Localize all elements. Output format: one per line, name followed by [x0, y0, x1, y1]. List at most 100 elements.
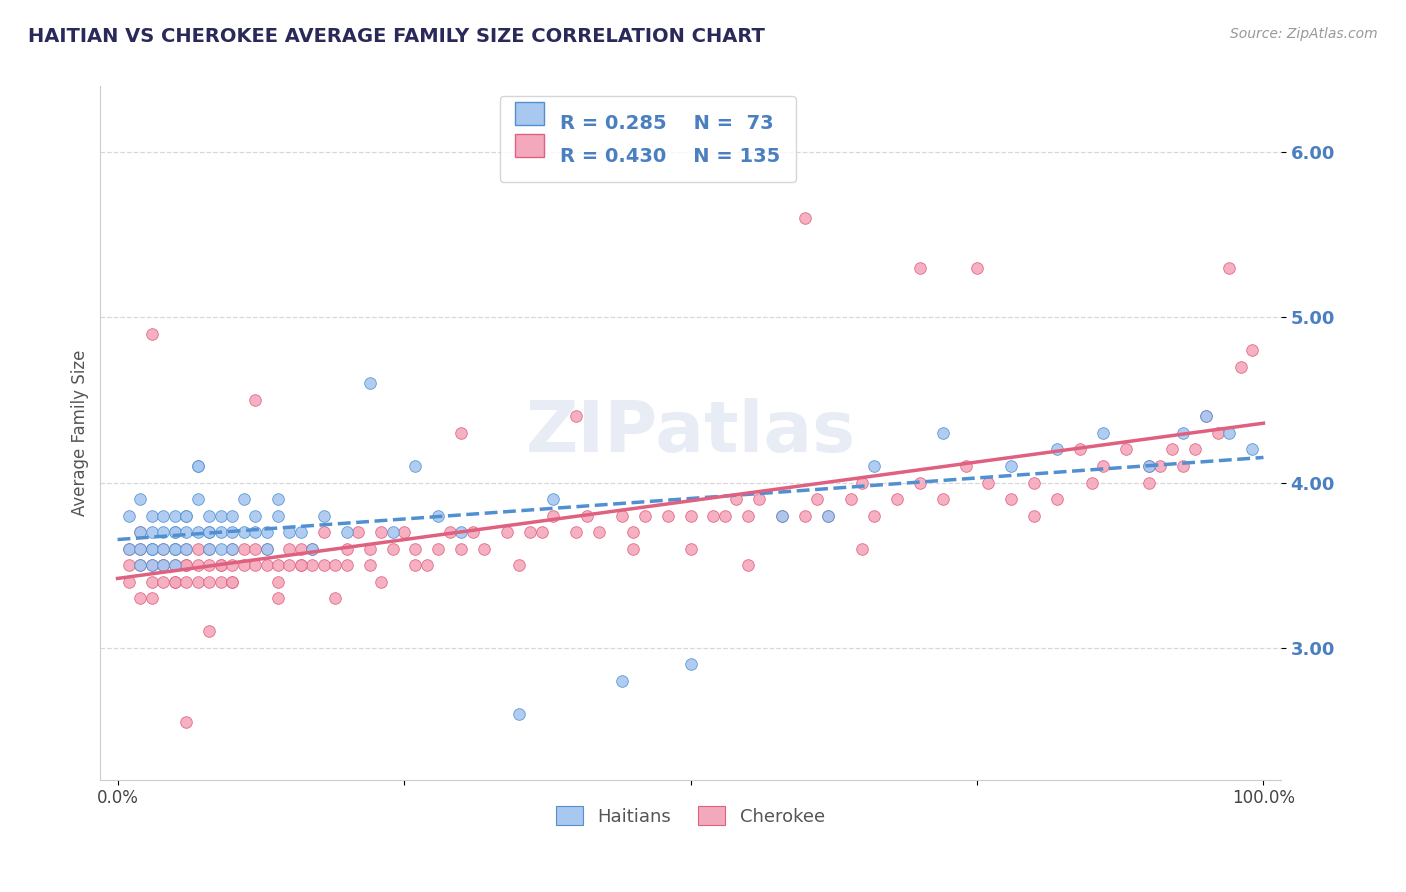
Point — [405, 541, 427, 556]
Point — [1000, 491, 1022, 506]
Point — [118, 508, 141, 523]
Point — [256, 558, 278, 572]
Point — [1149, 458, 1171, 473]
Point — [621, 541, 644, 556]
Point — [187, 574, 209, 589]
Point — [187, 491, 209, 506]
Point — [450, 541, 472, 556]
Point — [152, 574, 174, 589]
Point — [118, 541, 141, 556]
Point — [657, 508, 679, 523]
Point — [1137, 475, 1160, 490]
Point — [163, 574, 186, 589]
Point — [129, 541, 152, 556]
Point — [209, 574, 232, 589]
Point — [141, 541, 163, 556]
Point — [1240, 343, 1263, 358]
Point — [129, 558, 152, 572]
Point — [209, 541, 232, 556]
Point — [129, 558, 152, 572]
Point — [955, 458, 977, 473]
Point — [737, 508, 759, 523]
Point — [209, 508, 232, 523]
Point — [243, 392, 266, 407]
Point — [221, 541, 243, 556]
Point — [152, 558, 174, 572]
Point — [198, 541, 221, 556]
Point — [267, 591, 290, 605]
Point — [359, 376, 381, 391]
Point — [152, 541, 174, 556]
Point — [931, 491, 953, 506]
Point — [508, 558, 530, 572]
Point — [187, 558, 209, 572]
Point — [141, 558, 163, 572]
Point — [141, 558, 163, 572]
Point — [198, 524, 221, 539]
Point — [370, 574, 392, 589]
Point — [221, 541, 243, 556]
Point — [152, 558, 174, 572]
Point — [794, 508, 817, 523]
Point — [336, 558, 359, 572]
Point — [243, 541, 266, 556]
Point — [1160, 442, 1182, 457]
Point — [336, 541, 359, 556]
Point — [770, 508, 793, 523]
Point — [152, 524, 174, 539]
Point — [450, 425, 472, 440]
Point — [1046, 442, 1069, 457]
Point — [886, 491, 908, 506]
Point — [176, 558, 198, 572]
Point — [221, 574, 243, 589]
Point — [1115, 442, 1137, 457]
Point — [508, 706, 530, 721]
Point — [908, 260, 931, 275]
Point — [312, 524, 335, 539]
Point — [977, 475, 1000, 490]
Point — [290, 558, 312, 572]
Point — [621, 524, 644, 539]
Point — [679, 541, 702, 556]
Point — [187, 458, 209, 473]
Point — [209, 524, 232, 539]
Point — [519, 524, 541, 539]
Point — [817, 508, 839, 523]
Point — [541, 491, 564, 506]
Point — [610, 673, 633, 688]
Point — [817, 508, 839, 523]
Point — [1024, 508, 1046, 523]
Point — [839, 491, 862, 506]
Point — [634, 508, 657, 523]
Point — [1229, 359, 1251, 374]
Point — [1137, 458, 1160, 473]
Point — [221, 524, 243, 539]
Point — [496, 524, 519, 539]
Point — [152, 558, 174, 572]
Point — [163, 558, 186, 572]
Point — [187, 524, 209, 539]
Point — [176, 558, 198, 572]
Point — [392, 524, 415, 539]
Point — [221, 558, 243, 572]
Point — [129, 591, 152, 605]
Y-axis label: Average Family Size: Average Family Size — [72, 350, 89, 516]
Point — [336, 524, 359, 539]
Point — [439, 524, 461, 539]
Point — [163, 508, 186, 523]
Point — [232, 558, 254, 572]
Point — [679, 508, 702, 523]
Point — [851, 541, 873, 556]
Point — [359, 558, 381, 572]
Point — [1092, 425, 1115, 440]
Point — [1195, 409, 1218, 424]
Point — [267, 491, 290, 506]
Point — [221, 508, 243, 523]
Point — [312, 558, 335, 572]
Point — [141, 508, 163, 523]
Point — [176, 714, 198, 729]
Point — [370, 524, 392, 539]
Point — [405, 558, 427, 572]
Point — [118, 541, 141, 556]
Point — [461, 524, 484, 539]
